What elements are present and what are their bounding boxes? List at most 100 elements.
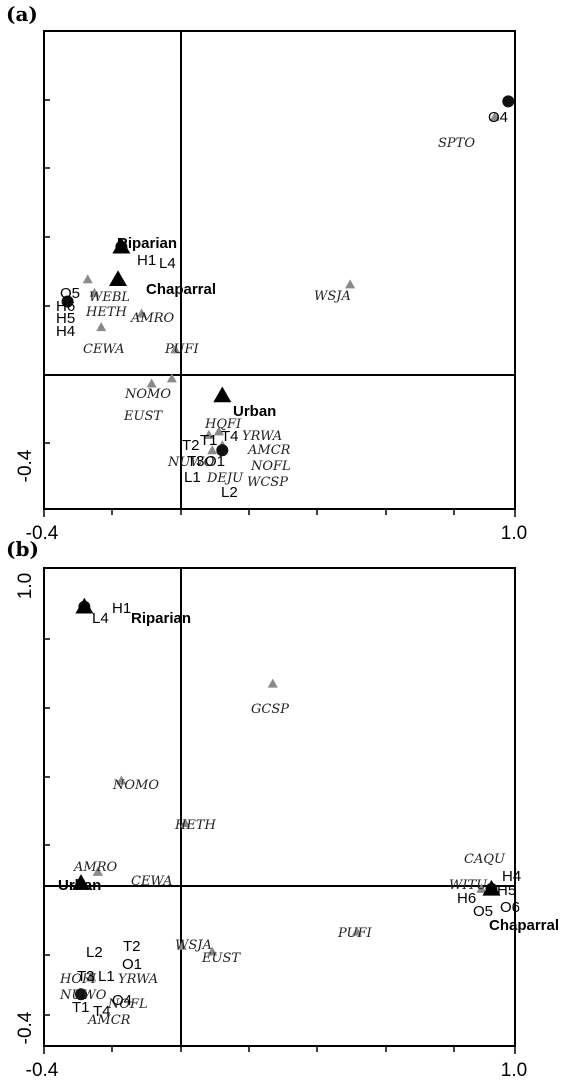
habitat-point-chaparral [109,270,128,286]
species-label: HETH [85,305,127,320]
site-label: H6 [56,298,75,315]
species-point-gcsp [267,678,278,688]
panel-b-site-labels: L4 H1 Riparian Urban H4 H5 H6 O5 O6 Chap… [58,600,559,1020]
habitat-label: Chaparral [489,917,559,934]
species-label: NUWO [59,988,107,1003]
species-label: AMCR [87,1013,131,1028]
site-label: H1 [137,252,156,269]
panel-b: (b) -0.4 1.0 1.0 -0.4 G [6,537,559,1081]
x-tick-label-max: 1.0 [501,523,527,544]
site-label: O6 [500,899,520,916]
species-label: WEBL [89,290,130,305]
species-point-amro [136,308,147,318]
site-label: T1 [200,432,218,449]
species-label: WITU [449,878,488,893]
site-label: H6 [457,890,476,907]
site-label: O1 [205,453,225,470]
species-label: NOMO [112,778,159,793]
species-label: CEWA [131,874,173,889]
species-point-heth [180,818,191,828]
panel-a-site-labels: H1 L4 Riparian Chaparral O5 H6 H5 H4 O4 … [56,109,508,501]
species-point-wsja [176,940,187,950]
site-label: T4 [221,428,239,445]
site-label: L4 [159,255,176,272]
site-label: T4 [93,1003,111,1020]
site-label: T3 [187,453,205,470]
site-label: T2 [123,938,141,955]
species-point-nomo [146,378,157,388]
species-label: HOFI [59,972,97,987]
habitat-label: Chaparral [146,281,216,298]
panel-a: (a) -0.4 1.0 -0.4 SPTO WSJA [6,2,527,544]
habitat-point-urban [213,386,232,403]
site-label: T3 [77,968,95,985]
site-label: L1 [98,968,115,985]
site-label: H5 [497,882,516,899]
site-label: T2 [182,437,200,454]
species-point-amcr [86,972,97,982]
species-label: DEJU [206,471,244,486]
panel-b-label: (b) [6,537,39,561]
site-label: L2 [221,484,238,501]
habitat-point-urban [72,874,91,890]
species-label: PUFI [337,926,372,941]
species-point-nuwo [207,445,218,455]
site-label: O5 [60,285,80,302]
panel-b-frame [43,567,516,1047]
species-point-webl [82,274,93,284]
site-label: O1 [122,956,142,973]
species-point-pufi [170,344,181,354]
x-tick-label-min: -0.4 [26,523,59,544]
site-label: O4 [488,109,508,126]
species-point-witu [476,883,487,893]
habitat-point-chaparral [482,879,501,896]
panel-b-species-labels: GCSP NOMO HETH AMRO CEWA CAQU WITU PUFI … [59,702,506,1028]
panel-a-frame [43,30,516,510]
species-label: PUFI [164,342,199,357]
panel-a-habitat-markers [109,237,232,403]
site-label: O4 [112,992,132,1009]
species-point-heth [89,287,100,297]
panel-a-bottom-ticks [43,509,516,517]
panel-a-label: (a) [6,2,38,26]
species-label: HQFI [204,417,242,432]
site-point [61,295,74,308]
species-label: CAQU [464,852,506,867]
species-label: WCSP [247,475,288,490]
x-tick-label-max: 1.0 [501,1060,527,1081]
site-point [502,95,515,108]
species-label: WSJA [175,938,212,953]
panel-a-left-ticks [44,99,50,444]
habitat-label: Riparian [117,235,177,252]
site-label: L4 [92,610,109,627]
panel-b-habitat-markers [72,597,501,896]
site-label: L1 [184,469,201,486]
site-point [216,444,229,457]
habitat-label: Urban [233,403,276,420]
habitat-point-riparian [75,597,94,614]
site-point [75,988,88,1001]
site-label: H5 [56,310,75,327]
species-point-yrwa [213,426,224,436]
site-label: L2 [86,944,103,961]
species-label: NOFL [107,997,148,1012]
species-point-spto [489,111,500,121]
habitat-label: Riparian [131,610,191,627]
panel-b-left-ticks [44,638,50,1016]
species-label: NUWO [167,455,215,470]
site-label: H1 [112,600,131,617]
species-label: EUST [123,409,163,424]
habitat-label: Urban [58,877,101,894]
species-point-cewa [92,866,103,876]
species-point-hqfi [203,429,214,439]
site-label: O5 [473,903,493,920]
species-point-pufi [351,926,362,936]
habitat-point-riparian [112,237,131,254]
species-label: GCSP [251,702,289,717]
species-label: CEWA [83,342,125,357]
species-label: AMCR [247,443,291,458]
species-label: NOMO [124,387,171,402]
species-point-cewa [96,322,107,332]
species-point-eust [207,946,218,956]
y-tick-label-min: -0.4 [15,1011,36,1044]
